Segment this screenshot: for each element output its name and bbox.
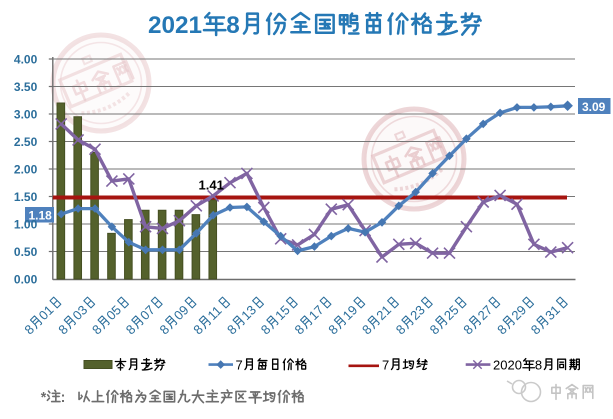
svg-text:1.50: 1.50 <box>14 190 38 204</box>
svg-text::: : <box>61 390 66 406</box>
svg-text:0.00: 0.00 <box>14 272 38 286</box>
svg-text:2.50: 2.50 <box>14 135 38 149</box>
svg-text:1.00: 1.00 <box>14 217 38 231</box>
svg-text:3.00: 3.00 <box>14 107 38 121</box>
svg-text:2021: 2021 <box>148 12 202 39</box>
svg-text:2020: 2020 <box>493 357 522 372</box>
svg-text:2.00: 2.00 <box>14 162 38 176</box>
svg-text:7: 7 <box>382 357 389 372</box>
svg-text:8: 8 <box>535 357 542 372</box>
svg-text:1.18: 1.18 <box>29 209 53 223</box>
svg-text:8: 8 <box>226 12 240 39</box>
svg-text:1.41: 1.41 <box>199 178 224 193</box>
svg-text:0.50: 0.50 <box>14 245 38 259</box>
svg-text:4.00: 4.00 <box>14 52 38 66</box>
svg-text:3.50: 3.50 <box>14 80 38 94</box>
svg-text:7: 7 <box>236 357 243 372</box>
svg-text:*: * <box>41 390 47 406</box>
svg-text:3.09: 3.09 <box>582 100 606 114</box>
